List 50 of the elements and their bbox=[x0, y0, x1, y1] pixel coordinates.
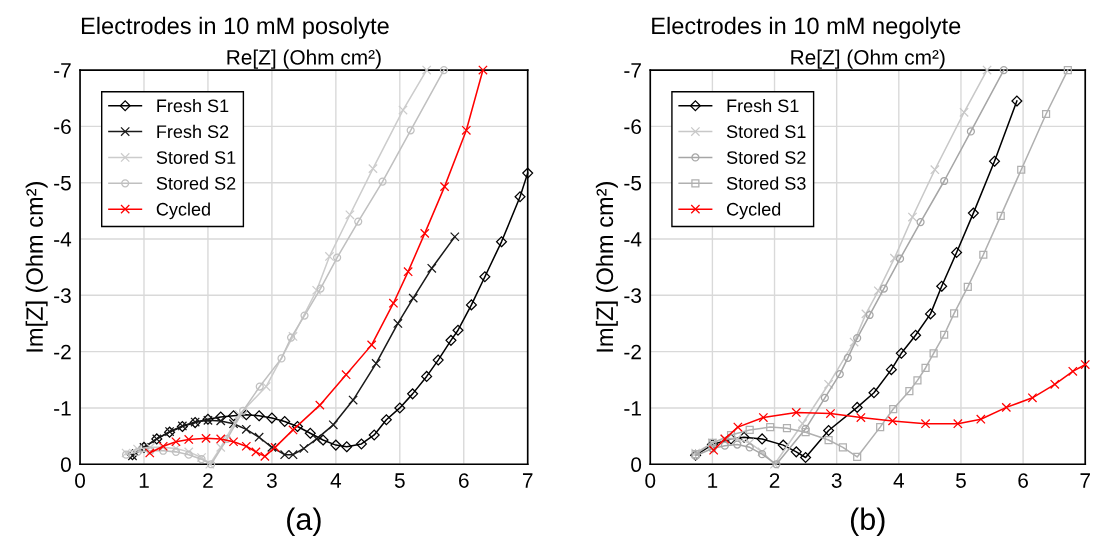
y-tick-label: -7 bbox=[624, 63, 641, 78]
y-tick-label: -6 bbox=[54, 119, 71, 135]
y-tick-label: -5 bbox=[54, 175, 71, 191]
legend-label: Stored S3 bbox=[726, 176, 806, 190]
x-axis-title: Re[Z] (Ohm cm²) bbox=[791, 49, 945, 69]
x-tick-label: 5 bbox=[394, 473, 405, 488]
legend-label: Stored S2 bbox=[156, 176, 236, 190]
x-axis-title: Re[Z] (Ohm cm²) bbox=[227, 49, 381, 69]
y-tick-label: -1 bbox=[54, 401, 71, 416]
legend-label: Fresh S1 bbox=[727, 98, 799, 113]
x-tick-label: 0 bbox=[75, 473, 86, 488]
chart-title: Electrodes in 10 mM negolyte bbox=[652, 16, 961, 39]
legend-label: Cycled bbox=[727, 202, 781, 220]
x-tick-label: 7 bbox=[1080, 473, 1090, 488]
y-tick-label: -2 bbox=[54, 344, 71, 360]
legend-label: Fresh S2 bbox=[157, 124, 229, 139]
legend-label: Stored S2 bbox=[726, 150, 806, 164]
x-tick-label: 4 bbox=[330, 473, 342, 488]
y-tick-label: -1 bbox=[624, 401, 641, 416]
legend-label: Cycled bbox=[156, 202, 210, 220]
y-axis-title: Im[Z] (Ohm cm²) bbox=[25, 182, 48, 352]
x-tick-label: 2 bbox=[203, 473, 213, 488]
legend-label: Stored S1 bbox=[726, 124, 806, 139]
x-tick-label: 0 bbox=[645, 473, 656, 488]
y-tick-label: -5 bbox=[624, 175, 642, 191]
legend-label: Stored S1 bbox=[156, 150, 236, 164]
x-tick-label: 1 bbox=[708, 473, 718, 488]
x-tick-label: 3 bbox=[831, 473, 842, 488]
y-tick-label: -2 bbox=[624, 344, 641, 360]
y-tick-label: 0 bbox=[60, 457, 71, 473]
x-tick-label: 6 bbox=[1018, 473, 1028, 488]
x-tick-label: 5 bbox=[955, 473, 966, 488]
x-tick-label: 7 bbox=[522, 473, 533, 488]
x-tick-label: 2 bbox=[769, 473, 780, 488]
y-axis-title: Im[Z] (Ohm cm²) bbox=[595, 182, 618, 352]
legend-label: Fresh S1 bbox=[157, 98, 229, 113]
y-tick-label: -3 bbox=[54, 288, 71, 304]
x-tick-label: 3 bbox=[266, 473, 277, 488]
chart-title: Electrodes in 10 mM posolyte bbox=[81, 16, 389, 39]
y-tick-label: -4 bbox=[54, 232, 72, 247]
y-tick-label: 0 bbox=[631, 457, 642, 473]
y-tick-label: -6 bbox=[624, 119, 642, 135]
y-tick-label: -7 bbox=[54, 63, 71, 78]
y-tick-label: -3 bbox=[624, 288, 642, 304]
x-tick-label: 4 bbox=[893, 473, 904, 488]
text: (b) bbox=[850, 507, 885, 537]
y-tick-label: -4 bbox=[624, 232, 642, 247]
x-tick-label: 1 bbox=[139, 473, 149, 488]
x-tick-label: 6 bbox=[459, 473, 469, 488]
text: (a) bbox=[287, 507, 321, 537]
